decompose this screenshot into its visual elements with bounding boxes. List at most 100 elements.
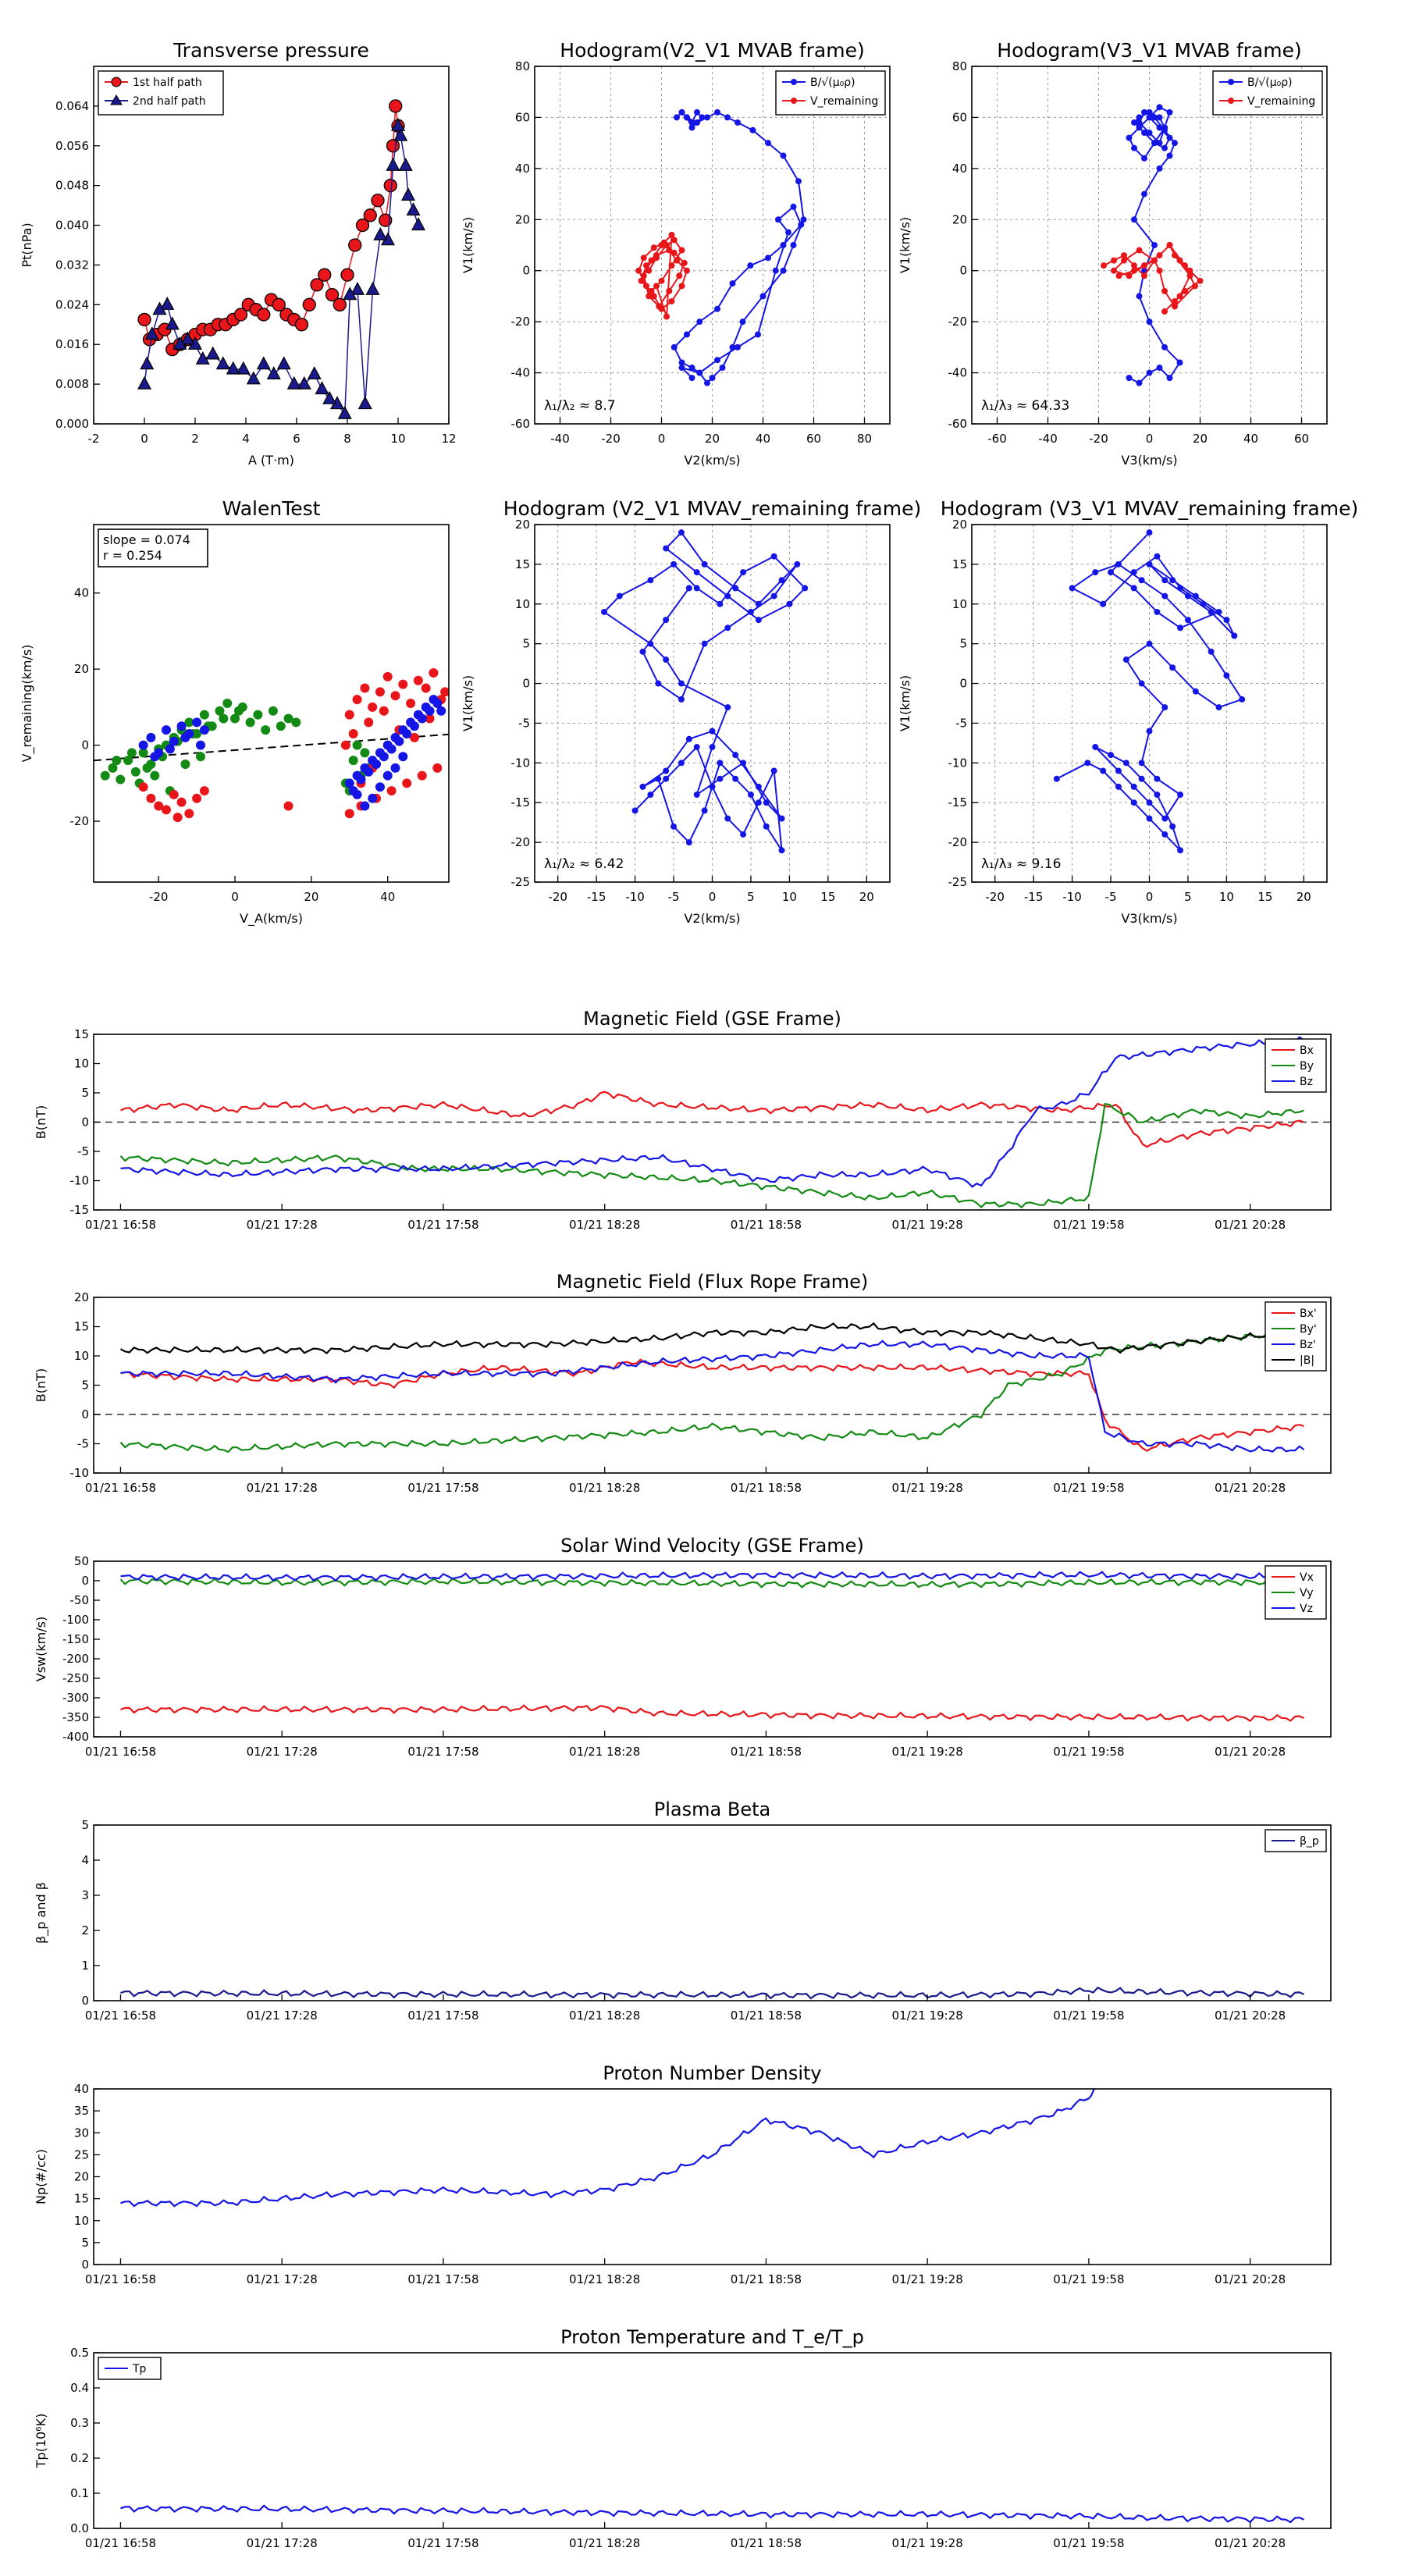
data-point (409, 721, 419, 731)
axes-frame (534, 524, 891, 883)
x-tick-label: -20 (985, 890, 1005, 904)
data-point (195, 351, 210, 365)
y-tick-label: 10 (515, 597, 530, 611)
y-tick-label: -60 (948, 417, 968, 431)
x-tick-label: -15 (587, 890, 606, 904)
y-tick-label: -200 (62, 1652, 89, 1666)
data-point (1156, 104, 1163, 111)
y-axis-label: V1(km/s) (898, 217, 912, 273)
y-tick-label: 10 (952, 597, 967, 611)
data-point (123, 756, 133, 766)
data-point (1169, 577, 1176, 584)
data-point (215, 706, 225, 716)
data-point (747, 792, 754, 799)
plot-area (137, 99, 425, 419)
data-point (709, 375, 716, 382)
data-point (356, 774, 366, 785)
data-point (1161, 577, 1168, 584)
data-point (373, 227, 388, 240)
x-tick-label: 01/21 19:58 (1053, 2536, 1124, 2550)
data-point (685, 585, 692, 592)
data-point (1138, 680, 1145, 687)
data-point (294, 318, 309, 332)
data-point (755, 617, 762, 624)
series-line-1 (603, 531, 806, 851)
data-point (794, 560, 801, 568)
x-tick-label: -20 (548, 890, 567, 904)
data-point (786, 600, 793, 607)
legend-label: Vz (1300, 1603, 1313, 1615)
legend-marker (111, 76, 122, 87)
data-point (663, 775, 670, 782)
data-point (798, 221, 805, 228)
data-point (138, 740, 148, 750)
x-tick-label: 01/21 16:58 (85, 1218, 156, 1232)
data-point (678, 283, 685, 290)
data-point (717, 775, 724, 782)
data-point (1108, 569, 1115, 576)
data-point (668, 297, 675, 304)
x-tick-label: 01/21 17:28 (247, 2008, 318, 2023)
y-tick-label: -60 (511, 417, 531, 431)
x-tick-label: 01/21 19:58 (1053, 1745, 1124, 1759)
data-point (1156, 114, 1163, 121)
data-point (432, 763, 443, 773)
data-point (1146, 640, 1153, 647)
data-point (1122, 656, 1129, 664)
data-point (440, 687, 449, 697)
data-point (1146, 318, 1153, 326)
data-point (1176, 257, 1183, 264)
x-tick-label: 01/21 18:28 (569, 2008, 640, 2023)
legend-label: β_p (1300, 1835, 1319, 1848)
data-point (180, 759, 190, 769)
x-tick-label: 4 (242, 432, 250, 446)
data-point (1053, 775, 1060, 782)
chart-dens: Proton Number Density 0 5 10 15 20 25 30 35 40 01/… (34, 2062, 1332, 2286)
data-point (765, 140, 771, 147)
data-point (318, 268, 332, 282)
y-tick-label: 0.048 (55, 179, 89, 193)
data-point (1169, 823, 1176, 830)
x-tick-label: 0 (658, 432, 666, 446)
data-point (184, 809, 194, 819)
data-point (340, 740, 350, 750)
data-point (161, 805, 171, 815)
data-point (1166, 242, 1173, 248)
x-tick-label: 40 (380, 890, 395, 904)
data-point (704, 379, 710, 386)
y-tick-label: 3 (81, 1888, 89, 1902)
data-point (340, 268, 354, 282)
data-point (226, 361, 240, 375)
data-point (233, 308, 248, 322)
data-point (368, 793, 378, 803)
data-point (1151, 257, 1158, 264)
y-tick-label: -20 (511, 315, 531, 329)
data-point (663, 656, 670, 664)
data-point (256, 356, 271, 370)
data-point (184, 717, 194, 728)
series-line-3 (120, 1571, 1305, 1582)
data-point (302, 297, 316, 311)
data-point (112, 756, 122, 766)
data-point (1100, 767, 1107, 774)
data-point (729, 280, 736, 287)
chart-title: Plasma Beta (654, 1799, 770, 1820)
y-tick-label: 0 (522, 264, 530, 278)
y-tick-label: -25 (511, 875, 531, 889)
y-tick-label: -150 (62, 1632, 89, 1646)
data-point (670, 343, 678, 350)
legend-label: By (1300, 1060, 1314, 1073)
chart-pt: Transverse pressure 0.000 0.008 0.016 0.024 0… (20, 39, 457, 468)
data-point (1156, 252, 1163, 259)
data-point (411, 217, 425, 231)
data-point (1101, 262, 1107, 269)
data-point (732, 752, 739, 759)
x-tick-label: 80 (857, 432, 872, 446)
y-tick-label: 0 (959, 677, 967, 691)
data-point (1186, 272, 1193, 279)
data-point (337, 406, 352, 419)
data-point (165, 316, 180, 330)
legend-marker (791, 79, 797, 85)
y-tick-label: -20 (948, 835, 968, 849)
axes-frame (93, 2088, 1332, 2265)
